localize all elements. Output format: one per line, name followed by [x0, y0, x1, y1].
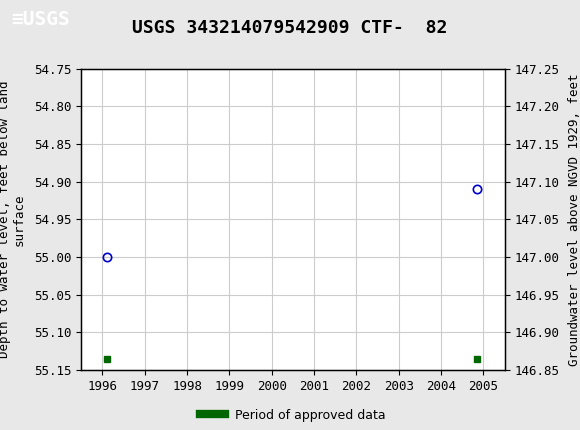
Text: USGS 343214079542909 CTF-  82: USGS 343214079542909 CTF- 82 — [132, 19, 448, 37]
Y-axis label: Depth to water level, feet below land
surface: Depth to water level, feet below land su… — [0, 80, 26, 358]
Text: ≡USGS: ≡USGS — [12, 10, 70, 29]
Legend: Period of approved data: Period of approved data — [195, 404, 391, 427]
Y-axis label: Groundwater level above NGVD 1929, feet: Groundwater level above NGVD 1929, feet — [568, 73, 580, 366]
